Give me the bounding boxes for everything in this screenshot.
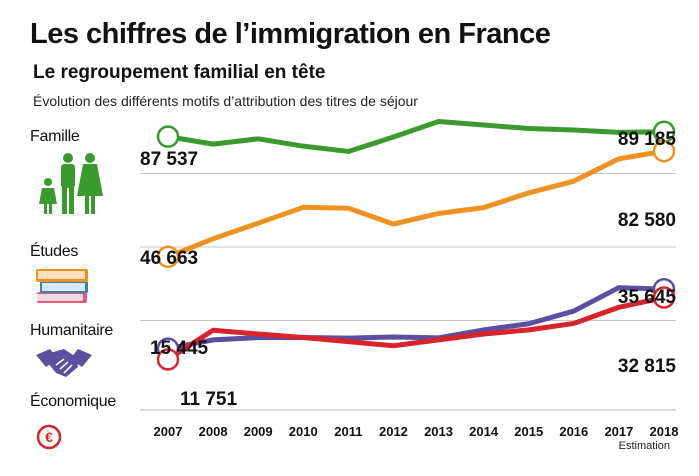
chart-x-axis: 2007 2008 2009 2010 2011 2012 2013 2014 2015 2016… [154,424,679,452]
x-tick-label: 2018 [650,424,679,439]
chart-markers [156,120,676,371]
x-tick-label: 2007 [154,424,183,439]
label-humanitaire: Humanitaire [30,322,113,339]
x-tick-label: 2011 [334,424,362,439]
page-subtitle: Le regroupement familial en tête [33,62,326,83]
x-tick-label: 2009 [244,424,273,439]
x-tick-label: 2008 [199,424,228,439]
value-label-économique-start: 11 751 [180,389,237,410]
chart-grid [140,173,676,411]
end-marker-économique [652,286,676,309]
value-label-famille-start: 87 537 [140,149,198,170]
family-icon [39,153,103,214]
start-marker-économique [156,348,180,371]
value-label-humanitaire-end: 35 645 [618,287,677,308]
euro-icon: € [36,424,62,450]
value-label-humanitaire-start: 15 445 [150,338,209,359]
x-tick-label: 2013 [424,424,453,439]
x-tick-label: 2010 [289,424,318,439]
start-marker-famille [156,125,180,148]
x-tick-label: 2016 [559,424,588,439]
svg-text:€: € [45,429,53,445]
handshake-icon [36,349,92,377]
x-tick-note: Estimation [619,440,670,452]
chart-series [165,118,667,362]
series-line-études [165,148,667,260]
series-line-famille [165,118,667,154]
x-tick-label: 2012 [379,424,408,439]
label-famille: Famille [30,128,80,145]
value-label-famille-end: 89 185 [618,129,677,150]
start-marker-études [156,245,180,269]
x-tick-label: 2015 [514,424,543,439]
books-icon [36,269,88,303]
x-tick-label: 2014 [469,424,499,439]
chart-description: Évolution des différents motifs d’attrib… [33,93,418,109]
label-economique: Économique [30,393,116,410]
x-tick-label: 2017 [604,424,633,439]
end-marker-études [652,139,676,163]
series-line-humanitaire [165,285,667,352]
series-line-économique [165,295,667,362]
label-etudes: Études [30,243,79,260]
chart-value-labels: 87 537 89 185 46 663 82 580 15 445 35 645 11 7… [140,129,676,410]
value-label-économique-end: 32 815 [618,356,677,377]
value-label-études-start: 46 663 [140,248,198,269]
page-title: Les chiffres de l’immigration en France [30,18,551,50]
value-label-études-end: 82 580 [618,210,676,231]
